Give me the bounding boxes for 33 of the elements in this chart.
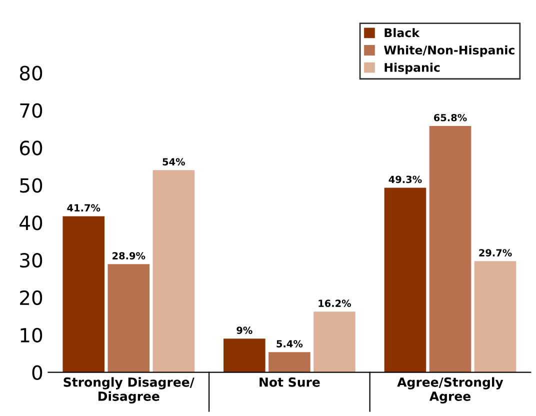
data-label: 28.9% (112, 252, 146, 260)
y-tick-label: 0 (32, 365, 42, 380)
legend-label: White/Non-Hispanic (384, 45, 514, 57)
bar (384, 188, 426, 372)
y-tick-label: 30 (20, 252, 42, 268)
y-tick-label: 70 (20, 103, 42, 118)
y-tick-label: 20 (20, 290, 42, 306)
bar (314, 312, 356, 372)
bar (108, 264, 150, 372)
y-tick-label: 80 (20, 66, 42, 80)
data-label: 9% (236, 326, 252, 334)
bar (268, 352, 310, 372)
bar (429, 126, 472, 372)
data-label: 54% (162, 158, 185, 166)
bar (152, 170, 195, 372)
bar (62, 216, 105, 372)
data-label: 49.3% (388, 176, 422, 184)
y-tick-label: 60 (20, 140, 42, 156)
y-tick-label: 40 (20, 216, 42, 230)
x-tick-label: Not Sure (260, 377, 320, 387)
data-label: 41.7% (67, 204, 100, 212)
data-label: 65.8% (434, 114, 467, 122)
data-label: 29.7% (479, 249, 512, 256)
legend-label: Hispanic (384, 62, 440, 74)
x-tick-label: Strongly Disagree/ Disagree (64, 377, 194, 404)
x-tick-label: Agree/Strongly Agree (397, 377, 504, 404)
y-tick-label: 10 (20, 328, 42, 343)
data-label: 5.4% (276, 340, 303, 348)
y-tick-label: 50 (20, 178, 42, 193)
data-label: 16.2% (318, 300, 352, 308)
bar (474, 261, 516, 372)
bar (224, 338, 266, 372)
legend-label: Black (384, 28, 420, 38)
